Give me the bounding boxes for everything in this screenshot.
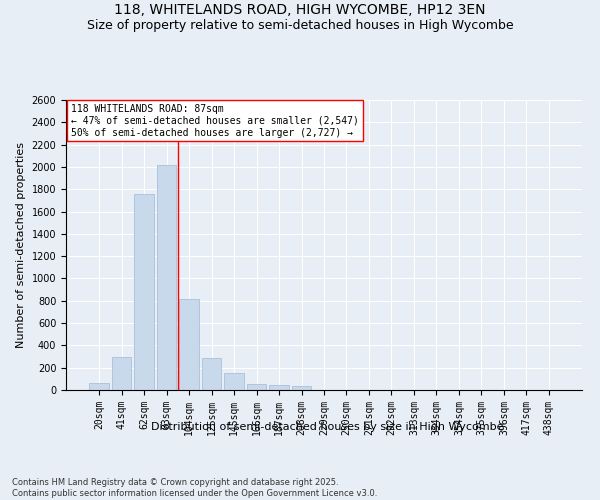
Text: 118 WHITELANDS ROAD: 87sqm
← 47% of semi-detached houses are smaller (2,547)
50%: 118 WHITELANDS ROAD: 87sqm ← 47% of semi… bbox=[71, 104, 359, 138]
Text: Contains HM Land Registry data © Crown copyright and database right 2025.
Contai: Contains HM Land Registry data © Crown c… bbox=[12, 478, 377, 498]
Bar bbox=[179, 298, 199, 390]
Text: 118, WHITELANDS ROAD, HIGH WYCOMBE, HP12 3EN: 118, WHITELANDS ROAD, HIGH WYCOMBE, HP12… bbox=[114, 2, 486, 16]
Bar bbox=[269, 385, 289, 390]
Bar bbox=[134, 194, 154, 390]
Bar bbox=[224, 372, 244, 390]
Y-axis label: Number of semi-detached properties: Number of semi-detached properties bbox=[16, 142, 26, 348]
Bar bbox=[247, 384, 266, 390]
Bar bbox=[292, 386, 311, 390]
Bar bbox=[157, 164, 176, 390]
Text: Size of property relative to semi-detached houses in High Wycombe: Size of property relative to semi-detach… bbox=[86, 18, 514, 32]
Bar bbox=[202, 358, 221, 390]
Text: Distribution of semi-detached houses by size in High Wycombe: Distribution of semi-detached houses by … bbox=[151, 422, 503, 432]
Bar bbox=[89, 384, 109, 390]
Bar bbox=[112, 356, 131, 390]
